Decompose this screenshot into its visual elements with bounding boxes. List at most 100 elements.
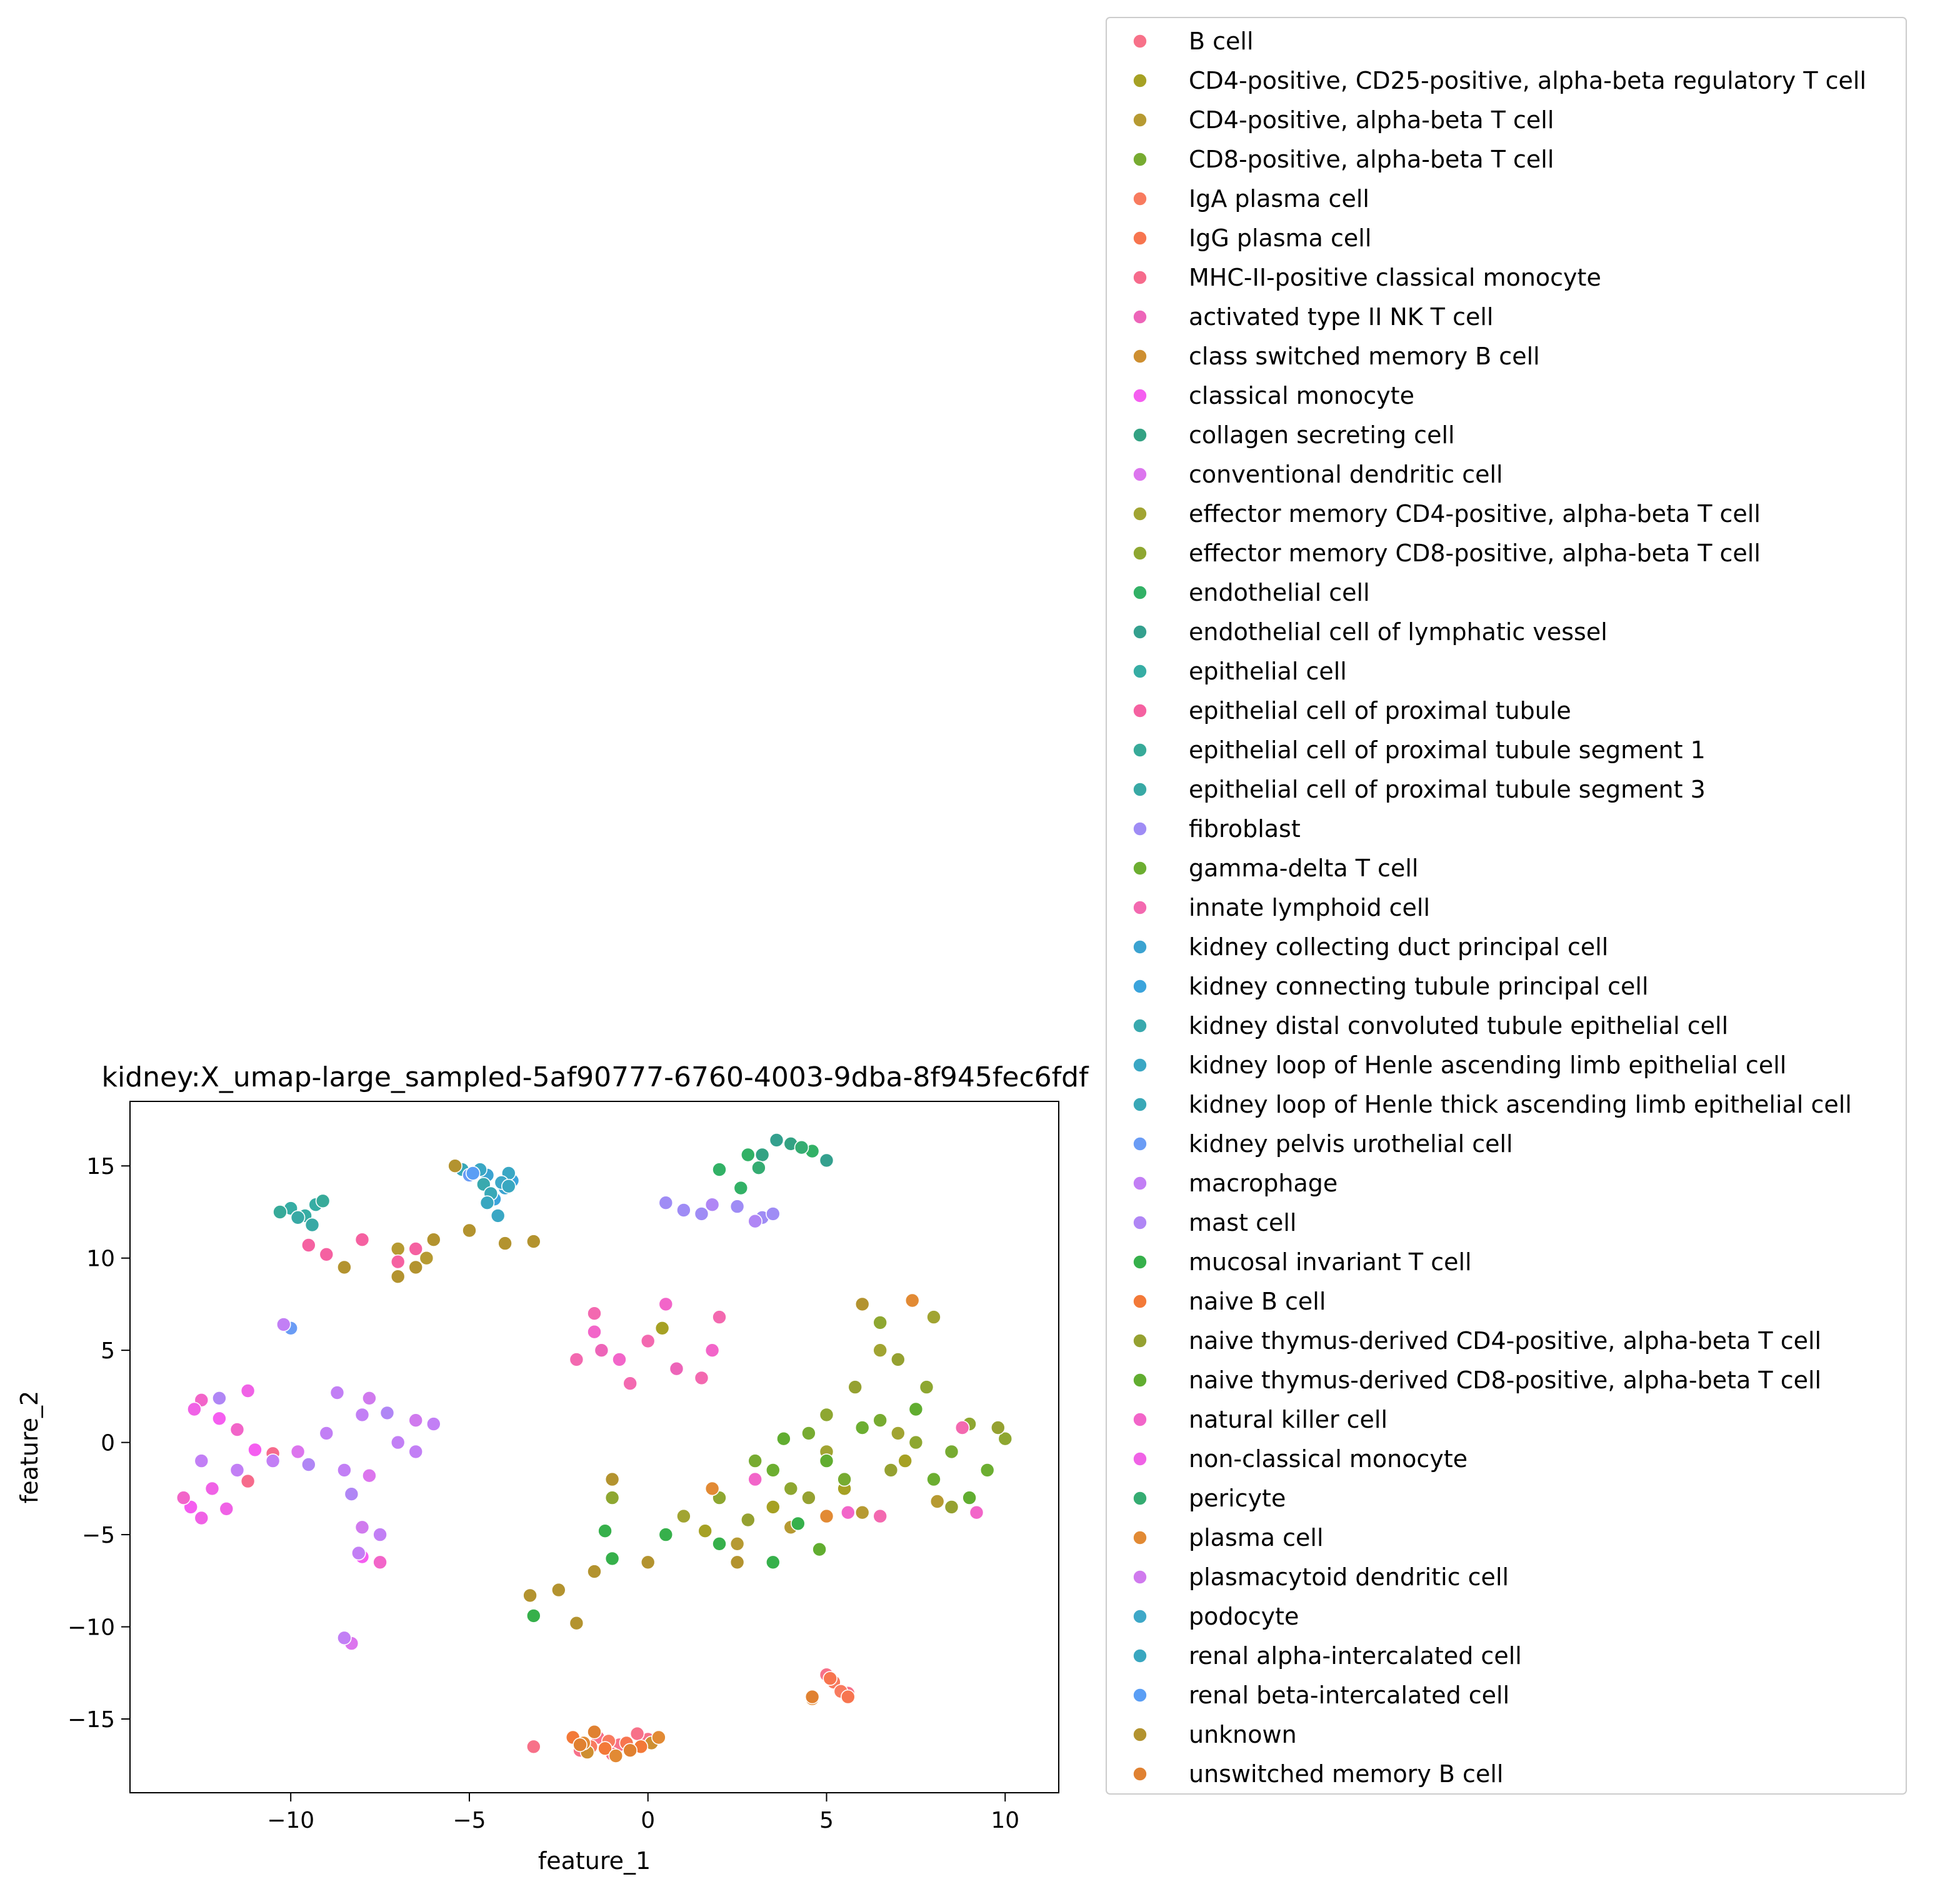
- scatter-point: [908, 1401, 924, 1417]
- legend-marker: [1132, 821, 1148, 836]
- legend-marker: [1132, 1255, 1148, 1270]
- scatter-point: [426, 1232, 441, 1247]
- scatter-point: [319, 1247, 334, 1262]
- chart-title: kidney:X_umap-large_sampled-5af90777-676…: [101, 1061, 1089, 1093]
- y-tick-label: 0: [101, 1431, 115, 1456]
- legend-label: pericyte: [1189, 1485, 1286, 1512]
- scatter-point: [801, 1426, 816, 1441]
- scatter-point: [290, 1444, 306, 1460]
- legend-label: conventional dendritic cell: [1189, 461, 1503, 488]
- scatter-point: [569, 1615, 584, 1631]
- legend-marker: [1132, 1530, 1148, 1545]
- scatter-point: [408, 1413, 424, 1428]
- scatter-point: [819, 1153, 834, 1168]
- legend-label: naive B cell: [1189, 1288, 1326, 1315]
- legend-label: kidney distal convoluted tubule epitheli…: [1189, 1012, 1728, 1040]
- y-tick-label: 10: [86, 1246, 115, 1272]
- scatter-point: [676, 1203, 691, 1218]
- scatter-point: [462, 1223, 477, 1238]
- scatter-point: [748, 1453, 762, 1468]
- plot-area: [129, 1101, 1059, 1793]
- scatter-point: [979, 1463, 995, 1478]
- scatter-point: [362, 1468, 377, 1483]
- scatter-point: [712, 1162, 727, 1177]
- legend-label: gamma-delta T cell: [1189, 854, 1418, 882]
- legend-marker: [1132, 152, 1148, 167]
- scatter-point: [501, 1178, 516, 1194]
- legend-label: CD4-positive, alpha-beta T cell: [1189, 106, 1554, 134]
- scatter-point: [794, 1140, 809, 1155]
- scatter-point: [587, 1324, 602, 1340]
- scatter-point: [944, 1500, 959, 1515]
- scatter-point: [329, 1385, 345, 1400]
- scatter-point: [729, 1555, 745, 1570]
- series-group: [594, 1343, 684, 1376]
- scatter-point: [751, 1160, 766, 1175]
- scatter-point: [622, 1376, 638, 1391]
- legend-item: kidney pelvis urothelial cell: [1132, 1130, 1513, 1158]
- legend-item: macrophage: [1132, 1170, 1338, 1197]
- legend-label: epithelial cell of proximal tubule segme…: [1189, 776, 1706, 803]
- scatter-point: [754, 1147, 770, 1163]
- scatter-point: [704, 1481, 720, 1496]
- scatter-point: [176, 1490, 191, 1505]
- scatter-point: [372, 1555, 388, 1570]
- scatter-point: [301, 1457, 316, 1472]
- scatter-point: [290, 1210, 306, 1225]
- legend-item: plasma cell: [1132, 1524, 1324, 1551]
- legend-marker: [1132, 191, 1148, 206]
- scatter-point: [819, 1453, 834, 1468]
- scatter-point: [883, 1463, 899, 1478]
- scatter-point: [991, 1420, 1006, 1435]
- legend-marker: [1132, 349, 1148, 364]
- y-tick-label: −5: [82, 1523, 115, 1548]
- scatter-point: [212, 1411, 227, 1426]
- legend-item: kidney collecting duct principal cell: [1132, 933, 1608, 961]
- legend-marker: [1132, 1215, 1148, 1230]
- scatter-point: [712, 1536, 727, 1551]
- y-axis-label: feature_2: [16, 1391, 43, 1503]
- scatter-point: [408, 1260, 424, 1275]
- scatter-point: [819, 1508, 834, 1524]
- scatter-point: [448, 1158, 462, 1173]
- points-layer: [176, 1133, 1013, 1763]
- scatter-point: [658, 1296, 674, 1312]
- scatter-point: [733, 1180, 749, 1196]
- legend-marker: [1132, 1688, 1148, 1703]
- legend-label: B cell: [1189, 28, 1254, 55]
- legend-label: fibroblast: [1189, 815, 1301, 843]
- scatter-point: [658, 1195, 674, 1210]
- scatter-point: [766, 1206, 781, 1221]
- scatter-point: [854, 1420, 870, 1435]
- legend-marker: [1132, 900, 1148, 915]
- series-group: [741, 1352, 1006, 1528]
- legend-label: epithelial cell of proximal tubule: [1189, 697, 1571, 724]
- scatter-point: [640, 1333, 656, 1349]
- legend-marker: [1132, 743, 1148, 758]
- scatter-point: [187, 1401, 202, 1417]
- legend-item: class switched memory B cell: [1132, 343, 1540, 370]
- series-group: [176, 1296, 984, 1570]
- legend-item: kidney connecting tubule principal cell: [1132, 973, 1649, 1000]
- scatter-point: [240, 1383, 256, 1398]
- legend-marker: [1132, 782, 1148, 797]
- scatter-point: [776, 1431, 791, 1446]
- scatter-point: [658, 1527, 674, 1542]
- scatter-point: [498, 1236, 512, 1251]
- scatter-point: [587, 1724, 602, 1740]
- scatter-point: [766, 1555, 781, 1570]
- scatter-point: [604, 1471, 620, 1487]
- scatter-point: [872, 1508, 888, 1524]
- scatter-point: [872, 1413, 888, 1428]
- legend-item: mast cell: [1132, 1209, 1296, 1236]
- scatter-point: [587, 1306, 602, 1321]
- scatter-point: [801, 1490, 816, 1505]
- scatter-point: [891, 1426, 906, 1441]
- legend-marker: [1132, 506, 1148, 521]
- scatter-point: [594, 1343, 609, 1358]
- legend-item: pericyte: [1132, 1485, 1286, 1512]
- series-group: [465, 1166, 481, 1181]
- legend-marker: [1132, 73, 1148, 88]
- scatter-point: [379, 1405, 395, 1421]
